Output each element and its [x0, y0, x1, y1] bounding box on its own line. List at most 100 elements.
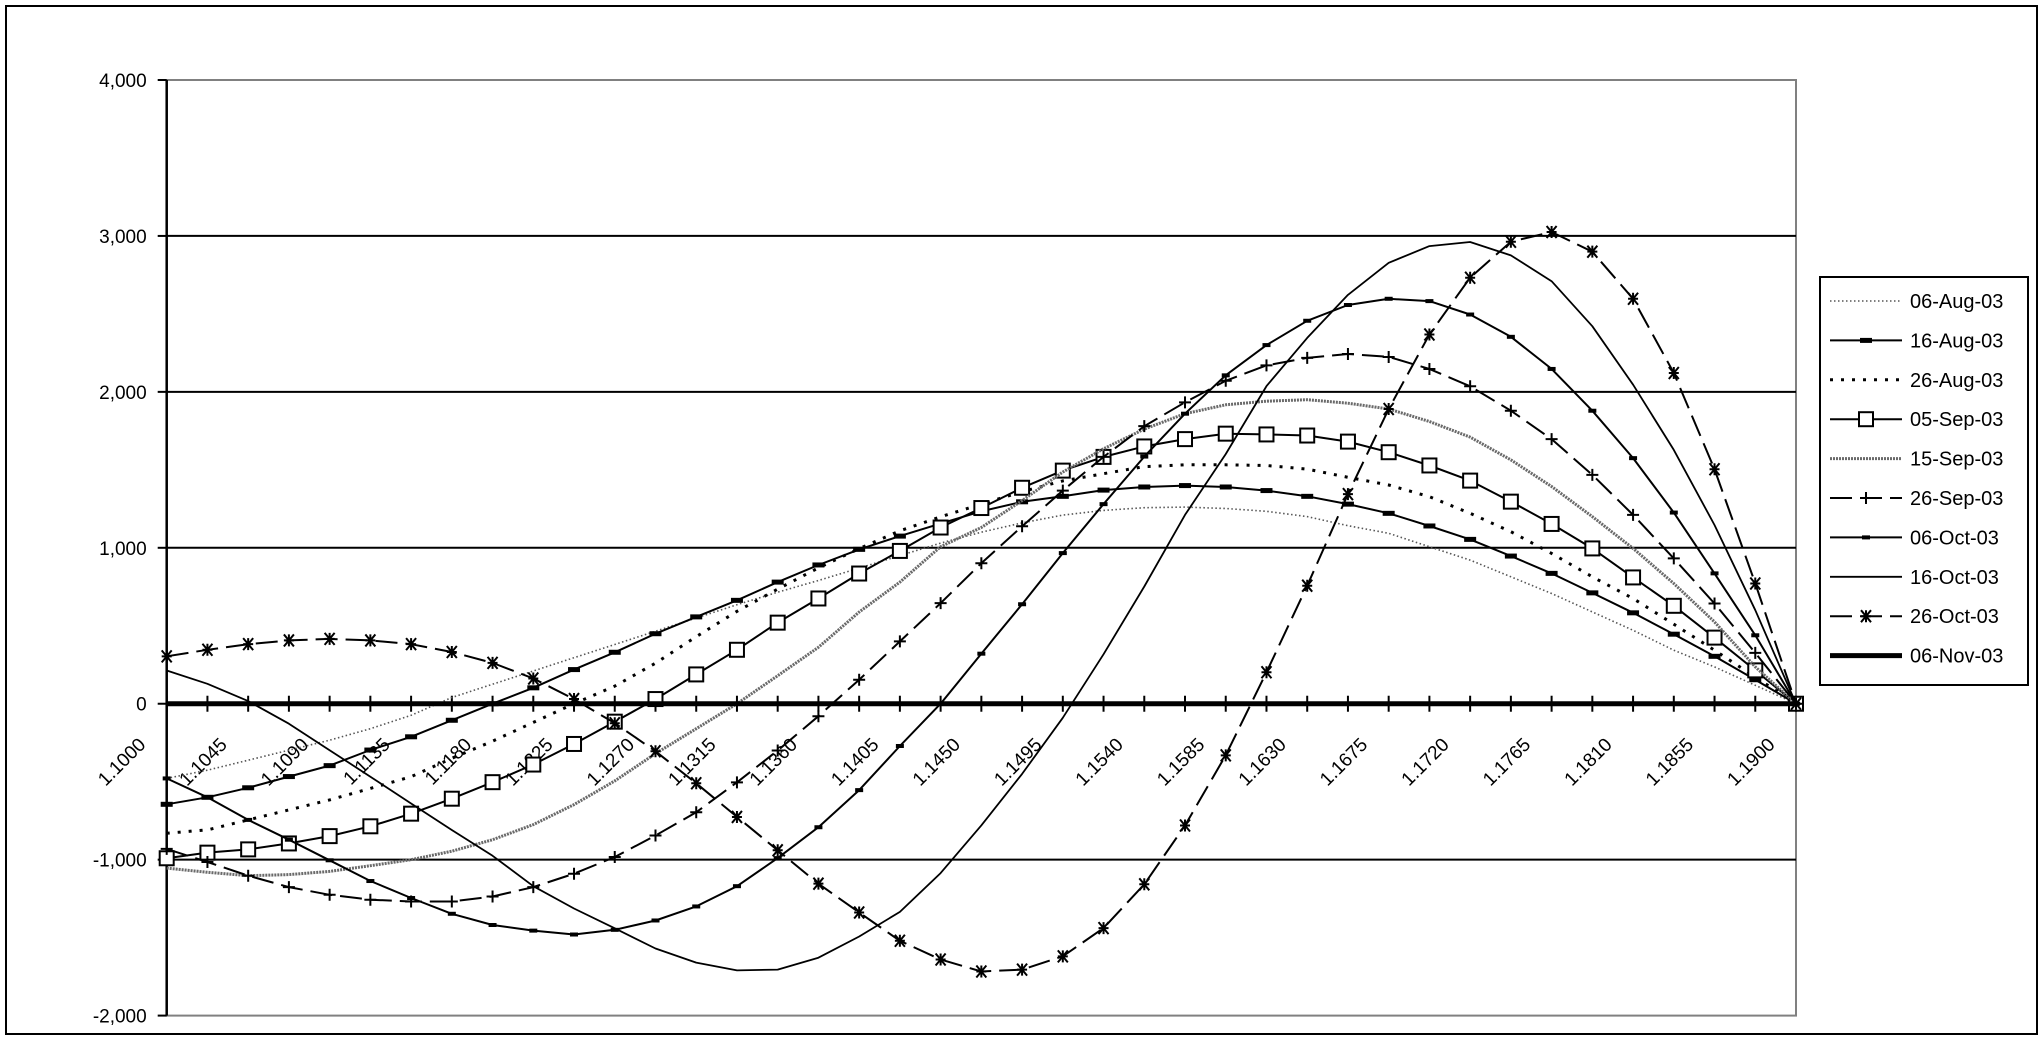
plus-marker: [1860, 492, 1872, 504]
asterisk-marker: [771, 843, 784, 857]
bar-marker: [405, 734, 418, 740]
bar-marker: [1504, 553, 1517, 559]
plus-marker: [201, 856, 214, 869]
square-marker: [566, 735, 583, 752]
plus-marker: [1545, 433, 1558, 446]
plus-marker: [364, 893, 377, 906]
legend-box: [1819, 276, 2029, 686]
x-tick-label: 1.1765: [1479, 734, 1535, 790]
asterisk-marker: [1382, 402, 1395, 416]
square-marker: [810, 590, 827, 607]
bar-marker: [568, 667, 581, 673]
asterisk-marker: [1097, 921, 1110, 935]
legend-label: 15-Sep-03: [1910, 449, 2003, 471]
bar-marker: [1099, 502, 1108, 507]
bar-marker: [1181, 411, 1190, 416]
plus-marker: [771, 744, 784, 757]
legend-item: 06-Nov-03: [1830, 646, 2003, 668]
legend: 06-Aug-03 16-Aug-03 26-Aug-03 05-Sep-03 15-S…: [1819, 276, 2029, 686]
asterisk-marker: [1505, 235, 1517, 249]
square-marker: [1543, 515, 1560, 532]
plus-marker: [1504, 404, 1517, 417]
bar-marker: [1586, 590, 1599, 596]
square-marker: [1625, 569, 1642, 586]
bar-marker: [1669, 510, 1678, 515]
bar-marker: [407, 896, 416, 901]
square-marker: [1299, 427, 1316, 444]
bar-marker: [1466, 312, 1475, 317]
square-marker: [1665, 597, 1682, 614]
asterisk-marker: [1179, 818, 1191, 833]
bar-marker: [1058, 551, 1067, 556]
square-marker: [851, 565, 868, 582]
square-marker: [1258, 426, 1275, 443]
asterisk-marker: [1464, 271, 1476, 285]
asterisk-marker: [608, 716, 621, 730]
asterisk-marker: [1260, 665, 1273, 679]
bar-marker: [445, 717, 458, 723]
bar-marker: [814, 825, 823, 830]
plus-marker: [1627, 508, 1640, 521]
plus-marker: [1464, 380, 1477, 393]
asterisk-marker: [568, 692, 580, 706]
bar-marker: [1464, 536, 1477, 542]
bar-marker: [1384, 296, 1393, 301]
square-marker: [1462, 472, 1479, 489]
bar-marker: [692, 904, 701, 909]
asterisk-marker: [1627, 292, 1639, 306]
asterisk-marker: [160, 649, 173, 663]
bar-marker: [651, 918, 660, 923]
bar-marker: [1588, 408, 1597, 413]
plus-marker: [1260, 359, 1273, 372]
y-tick-label: 0: [136, 695, 147, 716]
legend-label: 06-Oct-03: [1910, 527, 1999, 549]
square-marker: [1177, 431, 1194, 448]
bar-marker: [364, 747, 377, 753]
bar-marker: [1708, 653, 1721, 659]
plus-marker: [1341, 347, 1354, 360]
plus-marker: [893, 635, 906, 648]
series-15-sep-03: [166, 398, 1798, 878]
legend-item: 16-Oct-03: [1830, 567, 1999, 589]
square-marker: [1502, 493, 1519, 510]
asterisk-marker: [690, 776, 702, 790]
legend-label: 26-Oct-03: [1910, 606, 1999, 628]
asterisk-marker: [1708, 462, 1721, 476]
square-marker: [769, 614, 786, 631]
plus-marker: [934, 597, 947, 610]
bar-marker: [1260, 488, 1273, 494]
square-marker: [1747, 662, 1764, 679]
bar-marker: [527, 685, 540, 691]
bar-marker: [1303, 318, 1312, 323]
plus-marker: [1667, 552, 1680, 565]
bar-marker: [610, 927, 619, 932]
asterisk-marker: [486, 656, 499, 670]
y-tick-label: -1,000: [93, 851, 147, 872]
square-marker: [728, 641, 745, 658]
legend-item: 06-Oct-03: [1830, 527, 1999, 549]
asterisk-marker: [446, 645, 458, 659]
square-marker: [1380, 444, 1397, 461]
x-tick-label: 1.1540: [1072, 734, 1128, 790]
plus-marker: [282, 881, 295, 894]
x-tick-label: 1.1585: [1153, 734, 1209, 790]
bar-marker: [1751, 633, 1760, 638]
bar-marker: [1667, 631, 1680, 637]
plus-marker: [486, 890, 499, 903]
bar-marker: [1547, 366, 1556, 371]
asterisk-marker: [975, 964, 988, 979]
plus-marker: [649, 829, 662, 842]
asterisk-marker: [1860, 609, 1872, 623]
plus-marker: [1056, 484, 1069, 497]
bar-marker: [570, 932, 579, 937]
bar-marker: [284, 837, 293, 842]
bar-marker: [1710, 571, 1719, 576]
plus-marker: [1138, 420, 1151, 433]
square-marker: [1706, 629, 1723, 646]
asterisk-marker: [201, 643, 214, 657]
legend-item: 06-Aug-03: [1830, 291, 2003, 313]
square-marker: [1584, 540, 1601, 557]
plus-marker: [608, 851, 621, 864]
series-26-sep-03: [160, 347, 1802, 908]
asterisk-marker: [1423, 327, 1436, 342]
